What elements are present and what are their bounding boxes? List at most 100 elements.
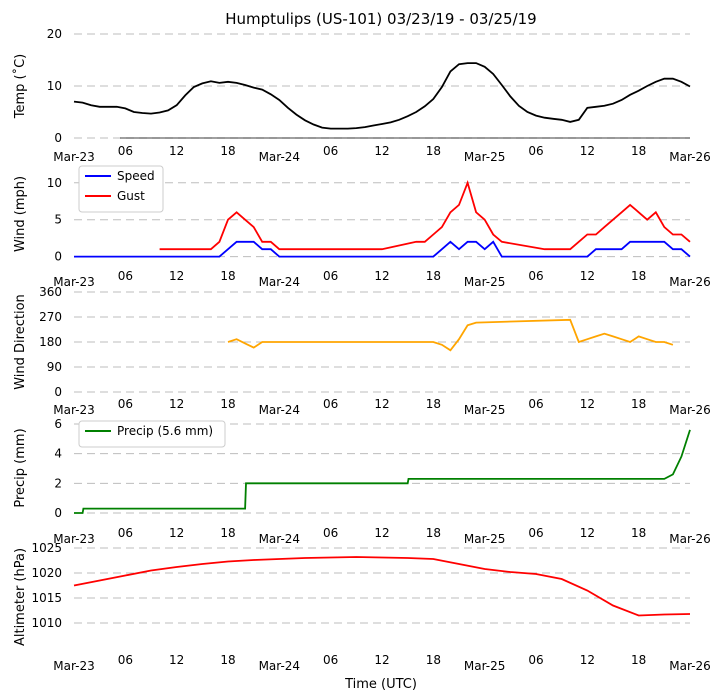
y-axis-label: Wind Direction [13, 294, 28, 390]
x-tick-label: 12 [374, 269, 389, 283]
x-tick-label: 18 [631, 144, 646, 158]
x-tick-label: 18 [631, 526, 646, 540]
series-line-precip-5-6-mm- [74, 429, 691, 514]
x-tick-label: Mar-25 [464, 532, 505, 546]
y-tick-label: 360 [39, 285, 62, 299]
x-tick-label: 12 [169, 269, 184, 283]
y-tick-label: 2 [54, 476, 62, 490]
x-tick-label: Mar-23 [53, 659, 94, 673]
x-tick-label: 18 [426, 269, 441, 283]
y-tick-label: 90 [47, 360, 62, 374]
x-tick-label: 18 [631, 269, 646, 283]
y-tick-label: 1025 [31, 541, 62, 555]
x-tick-label: 06 [323, 397, 338, 411]
x-tick-label: 06 [118, 526, 133, 540]
x-tick-label: 12 [169, 397, 184, 411]
x-tick-label: 12 [169, 653, 184, 667]
x-tick-label: 18 [426, 653, 441, 667]
x-tick-label: 18 [220, 144, 235, 158]
x-tick-label: Mar-23 [53, 532, 94, 546]
x-tick-label: Mar-24 [259, 275, 300, 289]
panel-2: 0 5 10 Wind (mph) Mar-23 06 12 18 Mar-24 06 12 18 Ma… [13, 165, 711, 289]
x-tick-label: 06 [528, 526, 543, 540]
chart-title: Humptulips (US-101) 03/23/19 - 03/25/19 [225, 10, 536, 28]
legend-label: Precip (5.6 mm) [117, 424, 213, 438]
x-tick-label: 06 [323, 144, 338, 158]
x-tick-label: Mar-26 [669, 150, 710, 164]
y-tick-label: 10 [47, 79, 62, 93]
x-tick-label: 06 [118, 653, 133, 667]
y-tick-label: 5 [54, 213, 62, 227]
x-tick-label: Mar-25 [464, 150, 505, 164]
legend [78, 165, 164, 213]
y-axis-label: Altimeter (hPa) [13, 548, 28, 646]
x-tick-label: 06 [118, 269, 133, 283]
y-tick-label: 4 [54, 447, 62, 461]
x-tick-label: 18 [220, 269, 235, 283]
x-tick-label: Mar-23 [53, 275, 94, 289]
y-tick-label: 0 [54, 131, 62, 145]
y-axis-label: Wind (mph) [13, 176, 28, 252]
panel-1: 0 10 20 Temp (˚C) Mar-23 06 12 18 Mar-24 06 12 18 Ma… [12, 27, 711, 164]
y-axis-label: Precip (mm) [13, 428, 28, 507]
x-tick-label: 12 [374, 526, 389, 540]
x-tick-label: 12 [169, 526, 184, 540]
x-tick-label: Mar-26 [669, 532, 710, 546]
y-axis-label: Temp (˚C) [12, 54, 28, 120]
series-line-temp [73, 62, 691, 130]
y-tick-label: 10 [47, 176, 62, 190]
x-tick-label: 18 [220, 397, 235, 411]
series-line-direction [227, 318, 674, 352]
y-tick-label: 0 [54, 250, 62, 264]
x-tick-label: 06 [323, 526, 338, 540]
x-tick-label: Mar-26 [669, 659, 710, 673]
y-tick-label: 270 [39, 310, 62, 324]
x-tick-label: Mar-26 [669, 275, 710, 289]
x-tick-label: 12 [580, 269, 595, 283]
y-tick-label: 180 [39, 335, 62, 349]
x-tick-label: 12 [169, 144, 184, 158]
x-tick-label: Mar-23 [53, 150, 94, 164]
x-tick-label: 06 [528, 397, 543, 411]
x-tick-label: Mar-24 [259, 403, 300, 417]
x-tick-label: Mar-25 [464, 659, 505, 673]
x-tick-label: 12 [580, 397, 595, 411]
x-tick-label: 18 [220, 653, 235, 667]
x-tick-label: Mar-25 [464, 403, 505, 417]
y-tick-label: 6 [54, 417, 62, 431]
x-tick-label: 06 [528, 269, 543, 283]
legend [78, 420, 226, 448]
y-tick-label: 0 [54, 506, 62, 520]
x-tick-label: 06 [528, 144, 543, 158]
x-tick-label: Mar-23 [53, 403, 94, 417]
x-tick-label: 12 [580, 526, 595, 540]
x-tick-label: 06 [118, 144, 133, 158]
y-tick-label: 1015 [31, 591, 62, 605]
x-tick-label: Mar-24 [259, 150, 300, 164]
x-axis-label: Time (UTC) [344, 677, 417, 692]
x-tick-label: 12 [374, 397, 389, 411]
x-tick-label: 12 [374, 144, 389, 158]
x-tick-label: Mar-25 [464, 275, 505, 289]
x-tick-label: Mar-24 [259, 659, 300, 673]
x-tick-label: Mar-24 [259, 532, 300, 546]
series-line-speed [74, 240, 691, 258]
x-tick-label: Mar-26 [669, 403, 710, 417]
x-tick-label: 06 [323, 653, 338, 667]
x-tick-label: 12 [580, 653, 595, 667]
y-tick-label: 1010 [31, 616, 62, 630]
panel-4: 0 2 4 6 Precip (mm) Mar-23 06 12 18 Mar-24 06 12 18 M… [13, 417, 711, 546]
x-tick-label: 18 [426, 144, 441, 158]
series-line-gust [159, 179, 691, 251]
series-line-altimeter [73, 556, 691, 617]
y-tick-label: 20 [47, 27, 62, 41]
x-tick-label: 18 [220, 526, 235, 540]
panel-3: 0 90 180 270 360 Wind Direction Mar-23 06 12 18 Ma… [13, 285, 711, 417]
legend-label: Speed [117, 169, 155, 183]
x-tick-label: 18 [631, 397, 646, 411]
y-tick-label: 1020 [31, 566, 62, 580]
x-tick-label: 12 [580, 144, 595, 158]
legend-label: Gust [117, 189, 145, 203]
